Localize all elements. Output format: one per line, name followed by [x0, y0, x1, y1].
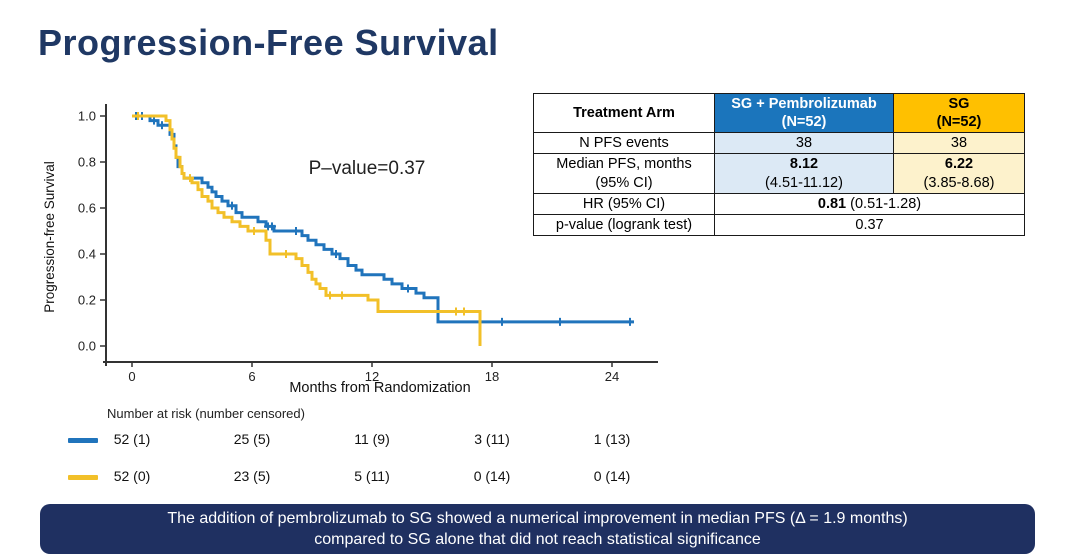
svg-text:0.0: 0.0: [78, 339, 96, 354]
table-header-treatment-arm: Treatment Arm: [533, 92, 715, 134]
svg-text:1.0: 1.0: [78, 109, 96, 124]
svg-text:0: 0: [128, 369, 135, 384]
risk-value: 0 (14): [473, 468, 511, 484]
risk-value: 52 (0): [113, 468, 151, 484]
summary-table-header-row: Treatment Arm SG + Pembrolizumab (N=52) …: [533, 92, 1025, 134]
median-arm2-value: 6.22: [944, 156, 974, 173]
summary-table: Treatment Arm SG + Pembrolizumab (N=52) …: [533, 92, 1025, 236]
chart-axes: 0.0 0.2 0.4 0.6 0.8 1.0 0 6 12 18 24: [78, 104, 658, 384]
pvalue-value: 0.37: [714, 213, 1025, 236]
x-axis-label: Months from Randomization: [289, 380, 470, 396]
hr-label: HR (95% CI): [533, 192, 715, 215]
risk-value: 1 (13): [593, 431, 631, 447]
risk-value: 11 (9): [354, 431, 390, 447]
median-arm2-ci: (3.85-8.68): [923, 174, 995, 191]
risk-value: 3 (11): [474, 431, 510, 447]
svg-text:0.4: 0.4: [78, 247, 96, 262]
legend-swatch-arm2: [68, 475, 98, 480]
risk-value: 0 (14): [593, 468, 631, 484]
median-label: Median PFS, months (95% CI): [533, 153, 715, 194]
hr-value-ci: (0.51-1.28): [846, 195, 922, 212]
risk-value: 5 (11): [354, 468, 390, 484]
svg-text:12: 12: [365, 369, 379, 384]
hr-value-cell: 0.81 (0.51-1.28): [714, 192, 1025, 215]
banner-line2: compared to SG alone that did not reach …: [314, 531, 761, 548]
table-header-arm1: SG + Pembrolizumab (N=52): [714, 92, 894, 134]
events-arm2-value: 38: [893, 132, 1025, 155]
chart-series: [132, 112, 634, 346]
risk-value: 25 (5): [233, 431, 271, 447]
km-chart: 0.00.20.40.60.81.00 6 12 18 24 P–value=0.37 …: [42, 104, 658, 396]
svg-text:0.6: 0.6: [78, 201, 96, 216]
risk-row-arm1: 52 (1) 25 (5) 11 (9) 3 (11) 1 (13): [0, 431, 700, 451]
legend-swatch-arm1: [68, 438, 98, 443]
y-axis-label: Progression-free Survival: [42, 161, 57, 313]
table-header-arm2: SG (N=52): [893, 92, 1025, 134]
pvalue-annotation: P–value=0.37: [309, 158, 426, 179]
risk-value: 52 (1): [113, 431, 151, 447]
banner-line1: The addition of pembrolizumab to SG show…: [167, 510, 908, 527]
median-arm2-cell: 6.22 (3.85-8.68): [893, 153, 1025, 194]
table-row-events: N PFS events 38 38: [533, 132, 1025, 155]
risk-table-title: Number at risk (number censored): [107, 406, 305, 421]
svg-text:0.2: 0.2: [78, 293, 96, 308]
table-row-hr: HR (95% CI) 0.81 (0.51-1.28): [533, 192, 1025, 215]
table-row-median-pfs: Median PFS, months (95% CI) 8.12 (4.51-1…: [533, 153, 1025, 194]
summary-banner: The addition of pembrolizumab to SG show…: [40, 504, 1035, 554]
risk-row-arm2: 52 (0) 23 (5) 5 (11) 0 (14) 0 (14): [0, 468, 700, 488]
table-row-pvalue: p-value (logrank test) 0.37: [533, 213, 1025, 236]
pvalue-label: p-value (logrank test): [533, 213, 715, 236]
svg-text:18: 18: [485, 369, 499, 384]
events-label: N PFS events: [533, 132, 715, 155]
svg-text:6: 6: [248, 369, 255, 384]
median-arm1-value: 8.12: [789, 156, 819, 173]
svg-text:24: 24: [605, 369, 619, 384]
median-arm1-cell: 8.12 (4.51-11.12): [714, 153, 894, 194]
hr-value-bold: 0.81: [817, 195, 847, 212]
page-title: Progression-Free Survival: [38, 22, 499, 63]
median-arm1-ci: (4.51-11.12): [765, 174, 843, 191]
risk-value: 23 (5): [233, 468, 271, 484]
svg-text:0.8: 0.8: [78, 155, 96, 170]
events-arm1-value: 38: [714, 132, 894, 155]
